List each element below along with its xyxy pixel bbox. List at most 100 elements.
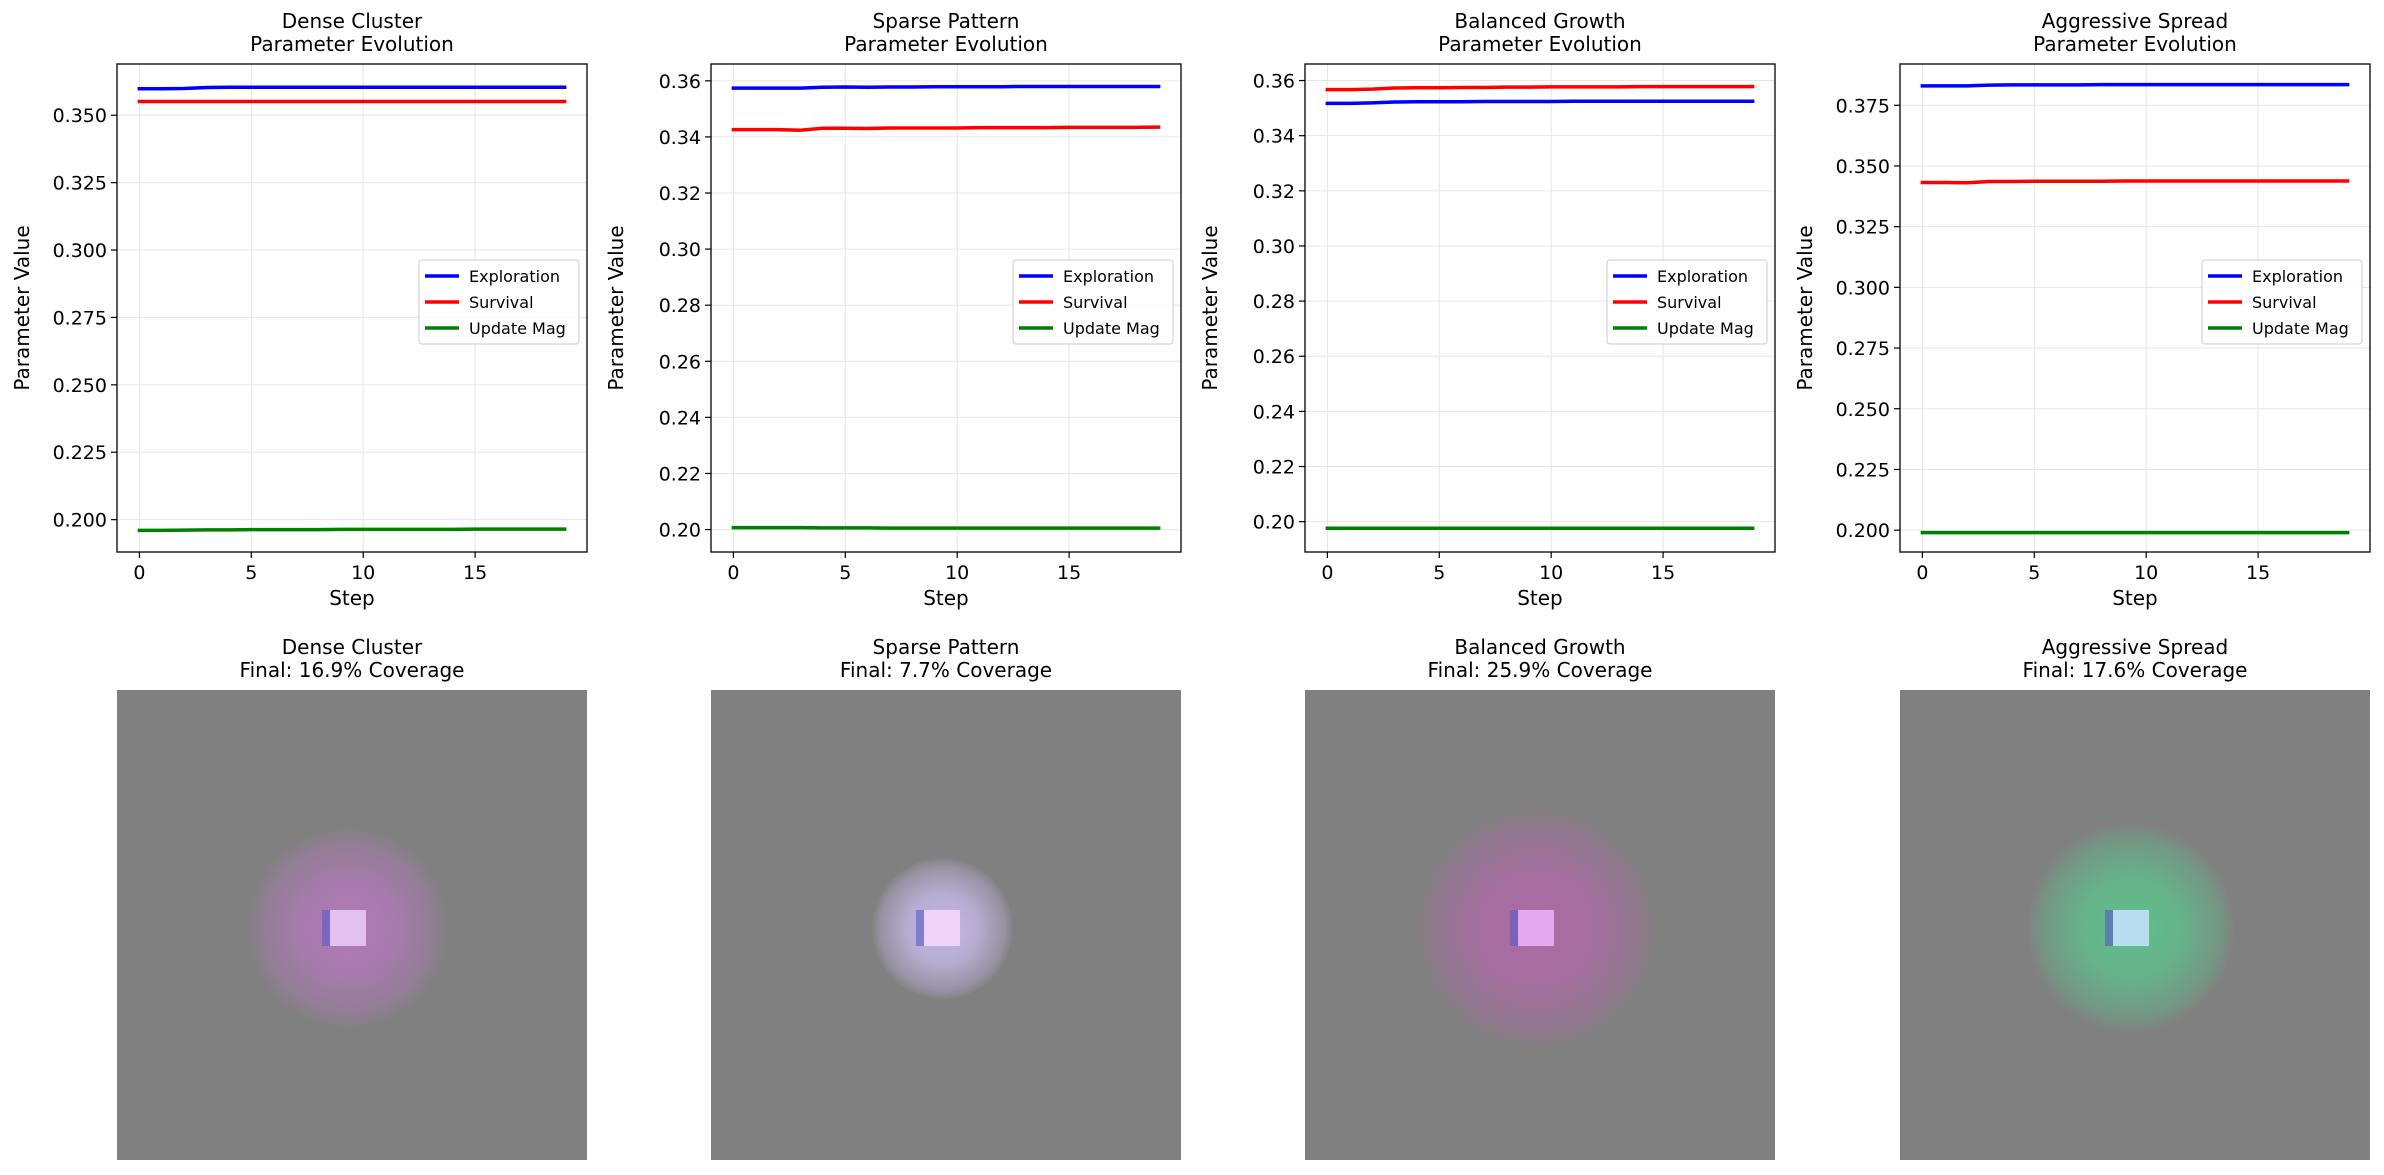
chart-title-line-1: Sparse Pattern: [872, 9, 1020, 33]
plot-frame: [710, 63, 1182, 553]
series-line-update-mag: [137, 527, 567, 533]
final-state-image-sparse: [711, 690, 1181, 1160]
y-tick-label: 0.350: [53, 105, 107, 127]
image-title-aggressive: Aggressive Spread Final: 17.6% Coverage: [1895, 636, 2375, 682]
x-tick-label: 5: [245, 562, 257, 584]
x-tick-label: 0: [1916, 562, 1928, 584]
y-axis-label: Parameter Value: [604, 225, 628, 390]
y-tick-label: 0.225: [1836, 459, 1890, 481]
y-tick-label: 0.275: [53, 307, 107, 329]
image-title-balanced: Balanced Growth Final: 25.9% Coverage: [1300, 636, 1780, 682]
legend: Exploration Survival Update Mag: [1012, 259, 1174, 345]
legend-label: Update Mag: [469, 319, 566, 338]
chart-title-line-2: Parameter Evolution: [1438, 32, 1642, 56]
x-tick-label: 10: [945, 562, 969, 584]
y-tick-label: 0.325: [1836, 217, 1890, 239]
y-tick-label: 0.350: [1836, 156, 1890, 178]
y-tick-label: 0.28: [1253, 291, 1295, 313]
center-seed: [1518, 910, 1554, 946]
y-tick-label: 0.200: [53, 510, 107, 532]
y-tick-label: 0.28: [659, 295, 701, 317]
legend: Exploration Survival Update Mag: [1606, 259, 1768, 345]
chart-title-line-2: Parameter Evolution: [2033, 32, 2237, 56]
legend-box: [1012, 259, 1174, 345]
series-line-exploration: [1920, 82, 2350, 88]
legend-label: Update Mag: [1063, 319, 1160, 338]
y-tick-label: 0.24: [1253, 401, 1295, 423]
y-tick-label: 0.300: [53, 240, 107, 262]
series-line-exploration: [137, 85, 567, 91]
chart-title-balanced: Balanced Growth Parameter Evolution: [1300, 10, 1780, 56]
y-tick-label: 0.375: [1836, 95, 1890, 117]
image-title-line-2: Final: 16.9% Coverage: [239, 658, 465, 682]
series-line-survival: [1325, 84, 1755, 92]
legend-label: Update Mag: [2252, 319, 2349, 338]
y-tick-label: 0.32: [659, 183, 701, 205]
legend: Exploration Survival Update Mag: [2201, 259, 2363, 345]
y-tick-label: 0.30: [659, 239, 701, 261]
series-line-exploration: [1325, 99, 1755, 106]
image-title-line-1: Balanced Growth: [1454, 635, 1626, 659]
legend-label: Survival: [2252, 293, 2317, 312]
image-title-sparse: Sparse Pattern Final: 7.7% Coverage: [706, 636, 1186, 682]
chart-title-line-2: Parameter Evolution: [250, 32, 454, 56]
x-axis-label: Step: [2112, 586, 2158, 610]
series-line-exploration: [731, 84, 1161, 90]
chart-title-line-2: Parameter Evolution: [844, 32, 1048, 56]
y-axis-label: Parameter Value: [10, 225, 34, 390]
image-title-line-2: Final: 17.6% Coverage: [2022, 658, 2248, 682]
final-state-image-balanced: [1305, 690, 1775, 1160]
y-tick-label: 0.250: [53, 375, 107, 397]
x-axis-label: Step: [1517, 586, 1563, 610]
y-tick-label: 0.22: [1253, 457, 1295, 479]
x-tick-label: 15: [1651, 562, 1675, 584]
chart-title-dense: Dense Cluster Parameter Evolution: [112, 10, 592, 56]
y-tick-label: 0.24: [659, 407, 701, 429]
y-tick-label: 0.26: [659, 351, 701, 373]
x-tick-label: 0: [133, 562, 145, 584]
legend-box: [1606, 259, 1768, 345]
y-tick-label: 0.20: [1253, 512, 1295, 534]
series-line-survival: [1920, 179, 2350, 185]
chart-title-line-1: Aggressive Spread: [2041, 9, 2229, 33]
x-tick-label: 5: [1433, 562, 1445, 584]
final-state-image-dense: [117, 690, 587, 1160]
legend-label: Update Mag: [1657, 319, 1754, 338]
x-tick-label: 15: [463, 562, 487, 584]
y-tick-label: 0.32: [1253, 181, 1295, 203]
center-seed: [924, 910, 960, 946]
legend-box: [418, 259, 580, 345]
legend-label: Survival: [1063, 293, 1128, 312]
legend-label: Exploration: [1657, 267, 1748, 286]
center-seed: [2113, 910, 2149, 946]
x-tick-label: 5: [2028, 562, 2040, 584]
series-line-update-mag: [731, 525, 1161, 530]
x-tick-label: 10: [2134, 562, 2158, 584]
x-tick-label: 15: [2246, 562, 2270, 584]
y-tick-label: 0.30: [1253, 236, 1295, 258]
image-title-dense: Dense Cluster Final: 16.9% Coverage: [112, 636, 592, 682]
image-title-line-2: Final: 7.7% Coverage: [839, 658, 1053, 682]
image-title-line-1: Sparse Pattern: [872, 635, 1020, 659]
x-axis-label: Step: [329, 586, 375, 610]
legend-label: Exploration: [2252, 267, 2343, 286]
legend-label: Exploration: [469, 267, 560, 286]
image-title-line-2: Final: 25.9% Coverage: [1427, 658, 1653, 682]
line-chart-aggressive-spread: 0 5 10 15 0.200 0.225 0.250 0.275 0.300 0.325 0.35…: [1793, 63, 2371, 610]
chart-title-aggressive: Aggressive Spread Parameter Evolution: [1895, 10, 2375, 56]
x-tick-label: 5: [839, 562, 851, 584]
x-tick-label: 0: [727, 562, 739, 584]
legend-label: Survival: [1657, 293, 1722, 312]
y-tick-label: 0.36: [1253, 71, 1295, 93]
chart-title-line-1: Balanced Growth: [1454, 9, 1626, 33]
y-tick-label: 0.325: [53, 173, 107, 195]
legend-label: Survival: [469, 293, 534, 312]
plot-frame: [1304, 63, 1776, 553]
y-tick-label: 0.225: [53, 442, 107, 464]
x-tick-label: 15: [1057, 562, 1081, 584]
legend: Exploration Survival Update Mag: [418, 259, 580, 345]
line-chart-sparse-pattern: 0 5 10 15 0.20 0.22 0.24 0.26 0.28 0.30 0.32 0.34 0.…: [604, 63, 1182, 610]
final-state-image-aggressive: [1900, 690, 2370, 1160]
plot-frame: [1899, 63, 2371, 553]
